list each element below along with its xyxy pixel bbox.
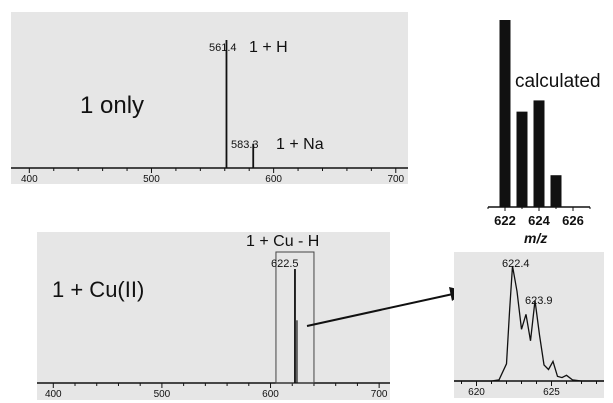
bottom-x-axis: 400 500 600 700 (37, 382, 390, 400)
top-ion-label-2: 1 + Na (276, 136, 324, 153)
top-peaks (225, 40, 255, 168)
mz-axis-label: m/z (524, 230, 547, 246)
calculated-tick-label: 626 (562, 213, 584, 228)
bottom-spectrum-panel: 400 500 600 700 1 + Cu(II) 622.5 1 + Cu - H (37, 232, 390, 400)
bottom-tick-label: 500 (154, 389, 171, 400)
zoom-tick-label: 625 (543, 387, 560, 398)
zoom-arrow (306, 293, 454, 327)
zoom-panel-background (454, 252, 604, 398)
top-peak-label-2: 583.3 (231, 139, 259, 151)
top-spectrum-panel: 400 500 600 700 1 only 561.4 1 + H 583.3 1 … (11, 12, 408, 185)
bottom-tick-label: 700 (371, 389, 388, 400)
bottom-sample-label: 1 + Cu(II) (52, 277, 144, 302)
calculated-bar (499, 20, 511, 207)
bottom-peak-label: 622.5 (271, 258, 299, 270)
zoom-spectrum-trace (454, 265, 604, 382)
top-sample-label: 1 only (80, 92, 144, 119)
bottom-panel-background (37, 232, 390, 400)
calculated-x-axis: 622 624 626 (487, 206, 591, 228)
top-tick-label: 400 (21, 174, 38, 185)
top-tick-label: 600 (265, 174, 282, 185)
bottom-ion-label: 1 + Cu - H (246, 233, 319, 250)
calculated-bar (550, 175, 562, 207)
top-x-axis: 400 500 600 700 (11, 167, 408, 185)
top-tick-label: 500 (143, 174, 160, 185)
zoom-tick-label: 620 (468, 387, 485, 398)
top-ion-label-1: 1 + H (249, 39, 288, 56)
top-tick-label: 700 (387, 174, 404, 185)
zoom-peak-label-1: 622.4 (502, 258, 530, 270)
calculated-label: calculated (515, 71, 601, 92)
bottom-peaks (294, 269, 298, 383)
bottom-tick-label: 400 (45, 389, 62, 400)
calculated-bars (499, 20, 562, 207)
calculated-bar (516, 111, 528, 207)
top-panel-background (11, 12, 408, 184)
calculated-panel: 622 624 626 calculated m/z (487, 20, 601, 246)
calculated-bar (533, 100, 545, 207)
top-peak-label-1: 561.4 (209, 42, 237, 54)
zoom-panel: 620 625 622.4 623.9 (454, 252, 604, 398)
bottom-tick-label: 600 (262, 389, 279, 400)
calculated-tick-label: 622 (494, 213, 516, 228)
calculated-tick-label: 624 (528, 213, 550, 228)
zoom-peak-label-2: 623.9 (525, 295, 553, 307)
